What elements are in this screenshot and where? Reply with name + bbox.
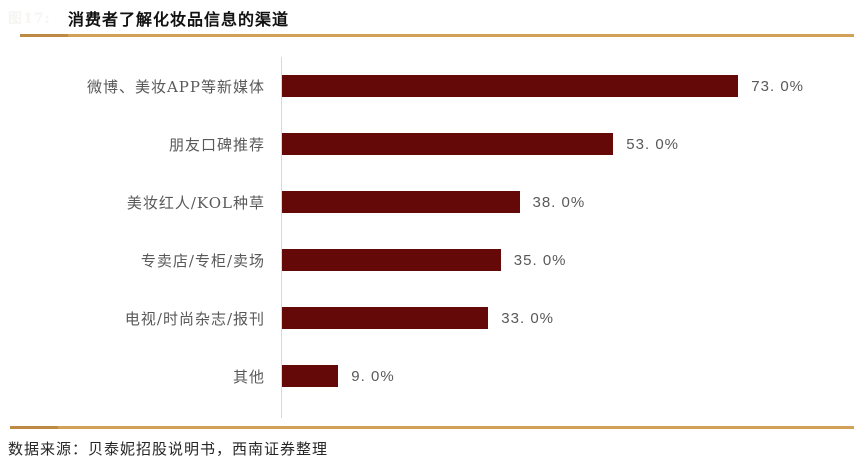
bar-area: 9. 0% — [274, 347, 864, 405]
title-rule — [20, 34, 854, 37]
bar-area: 35. 0% — [274, 231, 864, 289]
value-label: 35. 0% — [513, 251, 567, 269]
value-label: 33. 0% — [501, 309, 554, 327]
bar-row: 专卖店/专柜/卖场 35. 0% — [0, 231, 864, 289]
category-label: 其他 — [232, 367, 265, 386]
value-label: 53. 0% — [626, 135, 679, 153]
bar-area: 73. 0% — [274, 57, 864, 115]
source-text: 数据来源：贝泰妮招股说明书，西南证券整理 — [8, 440, 329, 458]
bar — [282, 191, 520, 213]
bar-row: 其他 9. 0% — [0, 347, 864, 405]
footer-rule-dark-segment — [10, 426, 58, 429]
category-label: 朋友口碑推荐 — [168, 135, 265, 154]
figure-watermark: 图17: — [8, 11, 51, 27]
bar-area: 33. 0% — [274, 289, 864, 347]
bar-row: 电视/时尚杂志/报刊 33. 0% — [0, 289, 864, 347]
value-label: 38. 0% — [532, 193, 586, 211]
category-label: 微博、美妆APP等新媒体 — [86, 77, 265, 96]
bar — [282, 249, 501, 271]
category-label: 专卖店/专柜/卖场 — [140, 251, 265, 270]
bar-area: 38. 0% — [274, 173, 864, 231]
chart-title: 消费者了解化妆品信息的渠道 — [68, 10, 290, 29]
bar-row: 朋友口碑推荐 53. 0% — [0, 115, 864, 173]
title-rule-dark-segment — [20, 34, 68, 37]
bar-row: 美妆红人/KOL种草 38. 0% — [0, 173, 864, 231]
category-label: 美妆红人/KOL种草 — [126, 193, 265, 212]
value-label: 73. 0% — [751, 77, 804, 95]
bar-area: 53. 0% — [274, 115, 864, 173]
y-axis-line — [281, 57, 282, 418]
bar — [282, 307, 489, 329]
category-label: 电视/时尚杂志/报刊 — [124, 309, 265, 328]
bar — [282, 75, 739, 97]
bar — [282, 365, 339, 387]
value-label: 9. 0% — [351, 367, 395, 385]
bar — [282, 133, 614, 155]
bar-row: 微博、美妆APP等新媒体 73. 0% — [0, 57, 864, 115]
footer-rule — [10, 426, 854, 429]
bar-chart: 微博、美妆APP等新媒体 73. 0% 朋友口碑推荐 53. 0% 美妆红人/K… — [0, 57, 864, 418]
